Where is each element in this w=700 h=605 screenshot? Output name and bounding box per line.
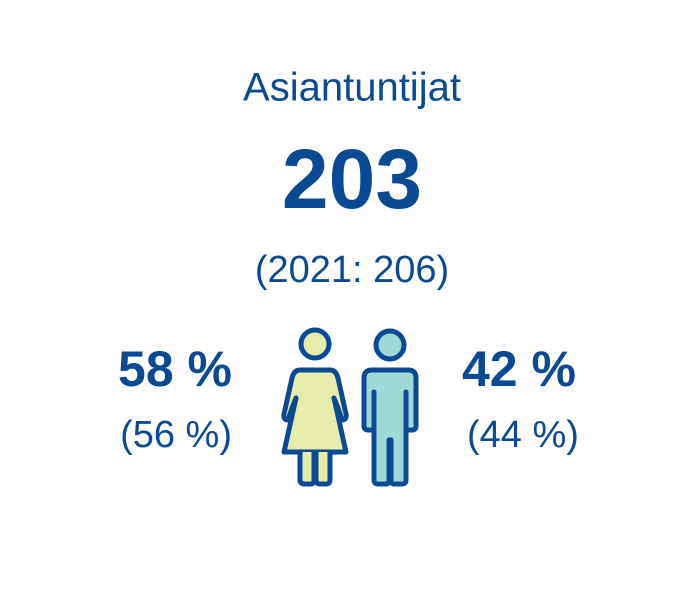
woman-head bbox=[298, 327, 332, 361]
woman-icon bbox=[281, 327, 349, 487]
woman-legs bbox=[297, 449, 333, 487]
man-head bbox=[373, 328, 407, 362]
title: Asiantuntijat bbox=[243, 66, 461, 110]
men-previous: (44 %) bbox=[467, 414, 579, 456]
woman-body bbox=[281, 367, 349, 455]
women-share: 58 % bbox=[118, 341, 232, 397]
man-icon bbox=[361, 328, 419, 487]
women-previous: (56 %) bbox=[120, 414, 232, 456]
total-previous: (2021: 206) bbox=[255, 249, 449, 291]
man-body bbox=[361, 367, 419, 487]
man-arms bbox=[371, 389, 409, 433]
total-value: 203 bbox=[282, 132, 422, 226]
men-share: 42 % bbox=[462, 341, 576, 397]
